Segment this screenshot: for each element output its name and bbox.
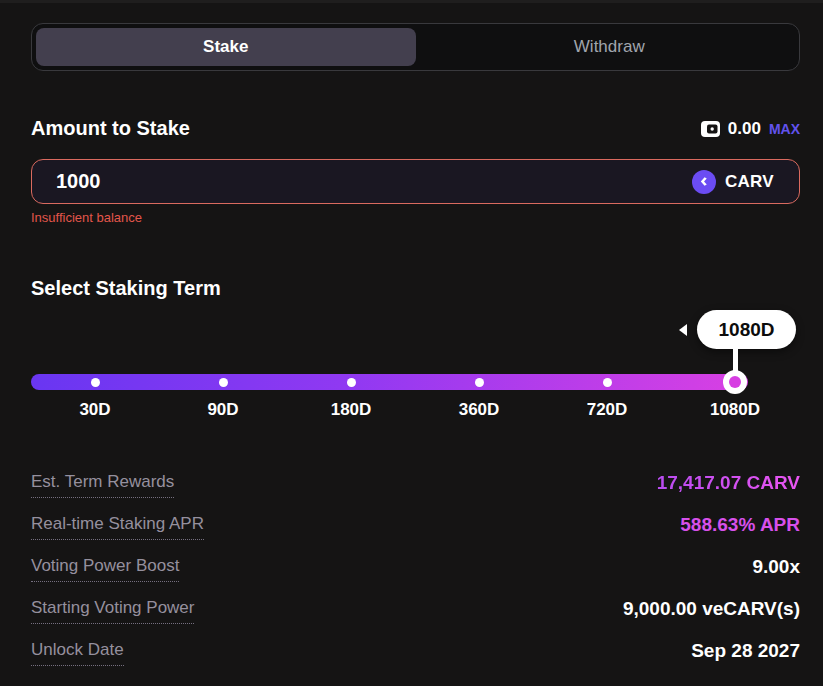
stat-value: 9.00x [752, 556, 800, 578]
wallet-icon [701, 121, 720, 137]
wallet-balance: 0.00 [728, 119, 761, 139]
slider-track[interactable] [31, 374, 748, 390]
tab-withdraw-label: Withdraw [574, 37, 645, 57]
stat-label: Real-time Staking APR [31, 514, 204, 540]
slider-thumb[interactable] [723, 370, 747, 394]
stat-row-starting-voting-power: Starting Voting Power 9,000.00 veCARV(s) [31, 598, 800, 622]
token-name: CARV [725, 172, 774, 192]
slider-thumb-inner [729, 376, 741, 388]
stat-row-est-term-rewards: Est. Term Rewards 17,417.07 CARV [31, 472, 800, 496]
amount-section-title: Amount to Stake [31, 117, 190, 140]
slider-dot-90d[interactable] [219, 378, 228, 387]
stat-row-unlock-date: Unlock Date Sep 28 2027 [31, 640, 800, 664]
tick-label-90d[interactable]: 90D [207, 400, 238, 420]
chevron-left-icon[interactable] [679, 324, 687, 336]
stat-label: Unlock Date [31, 640, 124, 666]
balance-row: 0.00 MAX [701, 119, 800, 139]
top-edge-strip [0, 0, 823, 3]
stat-row-realtime-apr: Real-time Staking APR 588.63% APR [31, 514, 800, 538]
slider-tooltip: 1080D [697, 310, 796, 349]
tab-bar: Stake Withdraw [31, 23, 800, 71]
carv-token-icon [692, 170, 716, 194]
tab-stake[interactable]: Stake [36, 28, 416, 66]
max-button[interactable]: MAX [769, 121, 800, 137]
tab-stake-label: Stake [203, 37, 248, 57]
term-section-title: Select Staking Term [31, 277, 221, 300]
tick-label-720d[interactable]: 720D [587, 400, 628, 420]
slider-dot-30d[interactable] [91, 378, 100, 387]
slider-dot-180d[interactable] [347, 378, 356, 387]
tick-label-30d[interactable]: 30D [79, 400, 110, 420]
tick-label-1080d[interactable]: 1080D [710, 400, 760, 420]
stat-label: Est. Term Rewards [31, 472, 174, 498]
token-badge: CARV [692, 160, 774, 203]
stat-label: Voting Power Boost [31, 556, 179, 582]
slider-tooltip-value: 1080D [719, 319, 775, 341]
error-message: Insufficient balance [31, 210, 142, 225]
stat-value: 17,417.07 CARV [657, 472, 800, 494]
tab-withdraw[interactable]: Withdraw [420, 24, 800, 70]
slider-dot-360d[interactable] [475, 378, 484, 387]
slider-dot-720d[interactable] [603, 378, 612, 387]
amount-input[interactable] [32, 160, 799, 203]
stat-value: Sep 28 2027 [691, 640, 800, 662]
tick-label-180d[interactable]: 180D [331, 400, 372, 420]
stat-label: Starting Voting Power [31, 598, 194, 624]
amount-input-container: CARV [31, 159, 800, 204]
tick-label-360d[interactable]: 360D [459, 400, 500, 420]
stat-value: 9,000.00 veCARV(s) [623, 598, 800, 620]
stat-value: 588.63% APR [680, 514, 800, 536]
stat-row-voting-power-boost: Voting Power Boost 9.00x [31, 556, 800, 580]
